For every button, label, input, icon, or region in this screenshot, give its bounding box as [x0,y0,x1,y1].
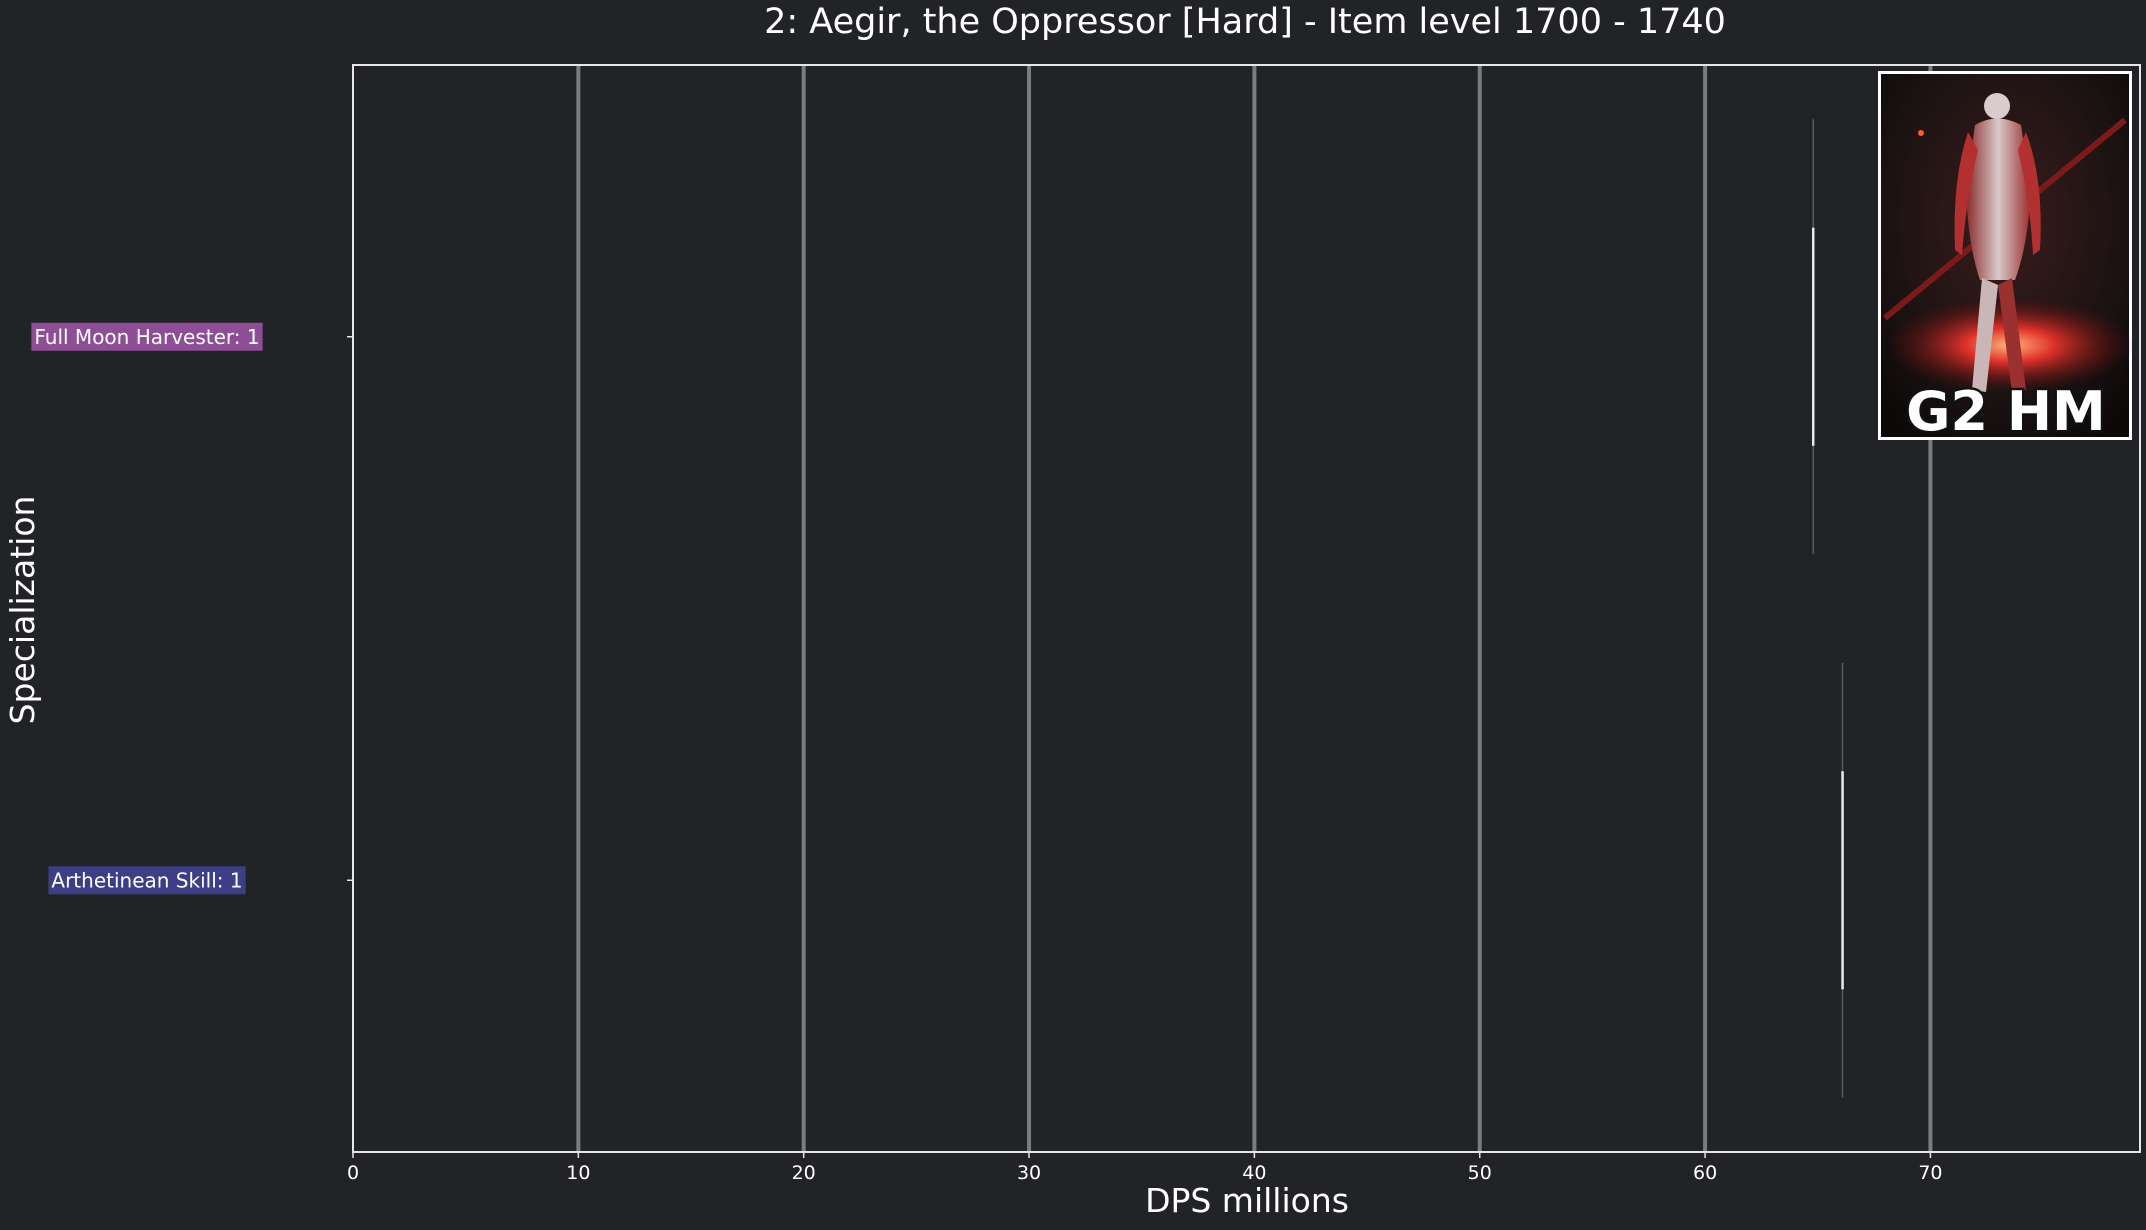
y-tick-label-background [31,322,263,351]
x-tick-label: 30 [1017,1162,1041,1184]
x-tick-label: 40 [1242,1162,1266,1184]
x-axis-ticks: 0 10 20 30 40 50 60 70 [347,1152,1943,1184]
y-axis-label: Specialization [3,496,42,725]
chart-title: 2: Aegir, the Oppressor [Hard] - Item le… [764,2,1726,42]
x-tick-label: 10 [566,1162,590,1184]
y-axis-ticks: Full Moon Harvester: 1 Arthetinean Skill:… [31,322,353,895]
inset-caption: G2 HM [1906,380,2106,443]
y-tick-label-background [48,866,246,895]
x-tick-label: 60 [1693,1162,1717,1184]
grid-layer [576,65,1933,1152]
x-tick-label: 70 [1918,1162,1942,1184]
boss-inset: G2 HM [1878,71,2135,446]
x-tick-label: 20 [792,1162,816,1184]
x-tick-label: 0 [347,1162,359,1184]
x-axis-label: DPS millions [1145,1181,1349,1220]
x-tick-label: 50 [1468,1162,1492,1184]
plot-frame [352,64,2141,1153]
y-tick-label: Full Moon Harvester: 1 [34,325,259,349]
y-tick-label-group: Arthetinean Skill: 1 [48,866,246,895]
box-layer [1811,119,1844,1098]
y-tick-label-group: Full Moon Harvester: 1 [31,322,263,351]
boss-portrait-image [1918,93,2041,392]
y-tick-label: Arthetinean Skill: 1 [51,868,242,892]
